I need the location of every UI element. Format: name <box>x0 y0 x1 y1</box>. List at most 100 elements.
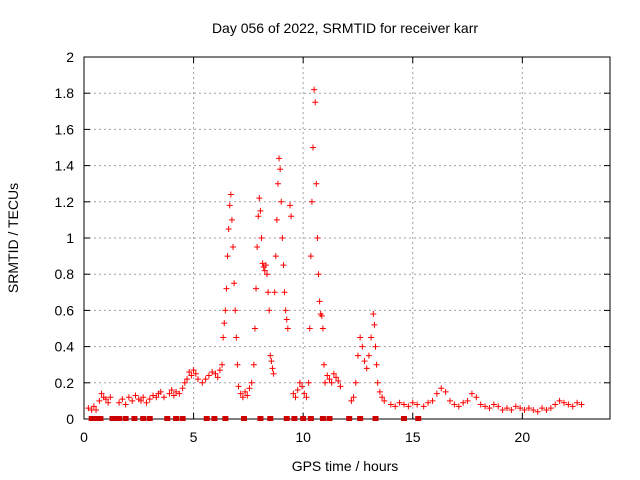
data-point <box>160 394 167 401</box>
data-point <box>176 390 183 397</box>
data-point <box>307 253 314 260</box>
data-point <box>273 216 280 223</box>
data-point <box>274 180 281 187</box>
data-point <box>98 390 105 397</box>
data-point <box>85 405 92 412</box>
data-point <box>258 235 265 241</box>
data-point <box>365 352 372 359</box>
zero-marker <box>173 416 180 421</box>
data-point <box>301 390 308 397</box>
data-point <box>268 358 275 365</box>
zero-marker <box>257 416 264 421</box>
data-point <box>534 408 541 415</box>
zero-marker <box>211 416 218 421</box>
data-point <box>224 253 231 260</box>
data-point <box>368 334 375 341</box>
x-tick-label: 5 <box>190 429 198 445</box>
data-point <box>276 155 283 162</box>
data-point <box>237 390 244 397</box>
data-point <box>312 99 319 106</box>
zero-marker <box>146 416 153 421</box>
y-axis-ticks: 0 0.2 0.4 0.6 0.8 1 1.2 1.4 1.6 1.8 2 <box>55 49 610 427</box>
data-point <box>282 307 289 314</box>
grid-lines <box>84 57 610 419</box>
data-point <box>129 397 136 404</box>
data-point <box>262 262 269 269</box>
data-point <box>503 405 510 412</box>
data-point <box>140 394 147 401</box>
data-point <box>359 343 366 350</box>
data-point <box>168 387 175 394</box>
data-point <box>234 361 241 368</box>
data-point <box>232 307 239 314</box>
data-point <box>316 298 323 305</box>
data-point <box>314 235 321 241</box>
data-point <box>244 392 251 399</box>
data-point <box>556 397 563 404</box>
zero-marker <box>283 416 290 421</box>
data-point <box>188 372 195 379</box>
data-point <box>405 403 412 410</box>
data-point <box>272 253 279 260</box>
data-point <box>370 311 377 318</box>
data-point <box>387 401 394 408</box>
data-point <box>143 399 150 406</box>
data-point <box>223 285 230 292</box>
x-tick-label: 15 <box>405 429 421 445</box>
data-point <box>261 267 268 274</box>
data-point <box>310 144 317 151</box>
y-tick-label: 0 <box>66 411 74 427</box>
x-tick-label: 10 <box>295 429 311 445</box>
data-point <box>119 396 126 403</box>
data-point <box>578 401 585 408</box>
data-point <box>226 202 233 209</box>
data-point <box>254 244 261 251</box>
y-tick-label: 0.2 <box>55 375 75 391</box>
data-point <box>318 312 325 319</box>
data-point <box>348 397 355 404</box>
data-point <box>447 397 454 404</box>
data-point <box>271 289 278 296</box>
data-point <box>116 399 123 406</box>
data-point <box>290 390 297 397</box>
data-point <box>543 406 550 413</box>
data-point <box>352 379 359 386</box>
zero-marker <box>97 416 104 421</box>
data-point <box>490 401 497 408</box>
data-point <box>267 352 274 359</box>
zero-marker <box>122 416 129 421</box>
data-point <box>278 198 285 205</box>
y-tick-label: 0.4 <box>55 339 75 355</box>
y-axis-label: SRMTID / TECUs <box>5 183 21 293</box>
data-point <box>376 388 383 395</box>
data-point <box>420 403 427 410</box>
data-point <box>280 262 287 269</box>
data-point <box>299 383 306 390</box>
data-point <box>512 403 519 410</box>
data-point <box>105 399 112 406</box>
y-tick-label: 1.2 <box>55 194 75 210</box>
zero-value-markers <box>88 416 422 421</box>
zero-marker <box>415 416 422 421</box>
data-point <box>381 397 388 404</box>
data-point <box>486 405 493 412</box>
data-point <box>239 394 246 401</box>
data-point <box>425 399 432 406</box>
data-point <box>379 394 386 401</box>
data-point <box>525 405 532 412</box>
chart-title: Day 056 of 2022, SRMTID for receiver kar… <box>212 20 478 36</box>
data-point <box>530 406 537 413</box>
data-point <box>392 403 399 410</box>
zero-marker <box>372 416 379 421</box>
data-point <box>250 361 257 368</box>
x-axis-ticks: 0 5 10 15 20 <box>80 57 530 445</box>
data-point <box>251 325 258 332</box>
data-point <box>335 377 342 384</box>
data-point <box>220 334 227 341</box>
zero-marker <box>179 416 186 421</box>
data-point <box>264 271 271 278</box>
data-point <box>235 383 242 390</box>
zero-marker <box>222 416 229 421</box>
data-point <box>170 392 177 399</box>
data-point <box>438 385 445 392</box>
